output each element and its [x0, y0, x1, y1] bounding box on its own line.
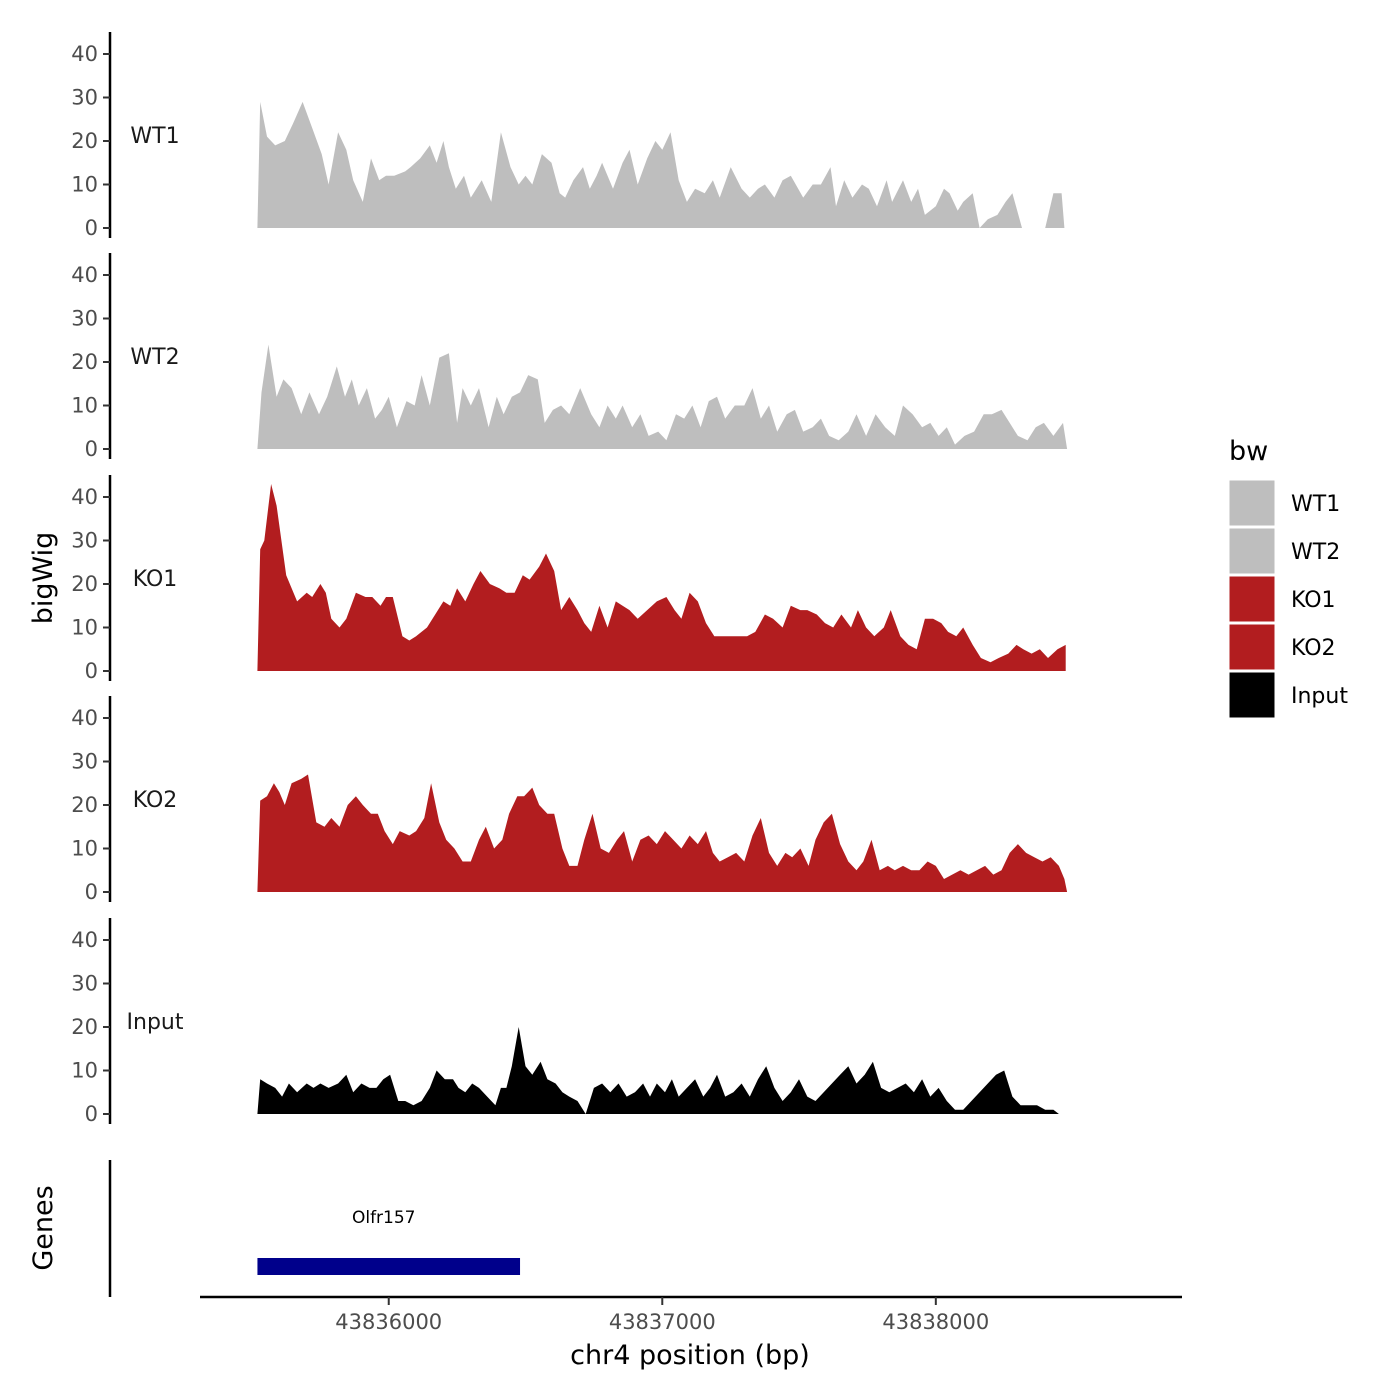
x-tick-label: 43837000: [609, 1310, 716, 1334]
area-Input: [257, 1027, 1065, 1114]
y-tick-label: 20: [71, 1015, 98, 1039]
track-KO2: 0 10 20 30 40 KO2: [71, 696, 1068, 904]
y-tick-label: 10: [71, 837, 98, 861]
y-tick-label: 10: [71, 173, 98, 197]
y-tick-label: 40: [71, 706, 98, 730]
area-WT1: [257, 101, 1065, 228]
y-tick-label: 30: [71, 86, 98, 110]
x-tick-label: 43836000: [335, 1310, 442, 1334]
track-label: WT2: [130, 345, 179, 370]
y-tick-label: 0: [85, 437, 98, 461]
track-label: KO1: [133, 567, 178, 592]
y-tick-label: 0: [85, 1102, 98, 1126]
y-tick-label: 30: [71, 307, 98, 331]
y-axis-title: bigWig: [28, 532, 59, 625]
y-tick-label: 0: [85, 659, 98, 683]
y-tick-label: 30: [71, 529, 98, 553]
track-panels: 0 10 20 30 40 WT1 0 10 20 30 40 WT2 0 10 20 30 40 KO1 0 10 2…: [71, 32, 1068, 1126]
track-KO1: 0 10 20 30 40 KO1: [71, 475, 1066, 683]
gene-track: Olfr157: [108, 1160, 521, 1297]
track-WT1: 0 10 20 30 40 WT1: [71, 32, 1065, 240]
x-axis: 43836000 43837000 43838000: [200, 1295, 1182, 1334]
y-tick-label: 30: [71, 972, 98, 996]
legend-label-WT1: WT1: [1291, 492, 1340, 517]
track-label: WT1: [130, 124, 179, 149]
track-WT2: 0 10 20 30 40 WT2: [71, 253, 1068, 461]
y-tick-label: 40: [71, 928, 98, 952]
y-tick-label: 0: [85, 880, 98, 904]
legend: bw WT1 WT2 KO1 KO2 Input: [1228, 436, 1348, 719]
track-label: Input: [127, 1010, 184, 1035]
y-tick-label: 20: [71, 572, 98, 596]
y-tick-label: 10: [71, 616, 98, 640]
legend-key-WT1: [1228, 479, 1276, 527]
y-tick-label: 10: [71, 394, 98, 418]
y-tick-label: 40: [71, 42, 98, 66]
y-tick-label: 30: [71, 750, 98, 774]
legend-label-KO2: KO2: [1291, 636, 1336, 661]
track-label: KO2: [133, 788, 178, 813]
y-tick-label: 40: [71, 485, 98, 509]
legend-key-KO2: [1228, 623, 1276, 671]
legend-key-WT2: [1228, 527, 1276, 575]
legend-key-Input: [1228, 671, 1276, 719]
gene-label: Olfr157: [352, 1208, 416, 1228]
gene-track-title: Genes: [28, 1185, 59, 1270]
legend-label-Input: Input: [1291, 684, 1348, 709]
x-tick-label: 43838000: [882, 1310, 989, 1334]
legend-label-KO1: KO1: [1291, 588, 1336, 613]
area-WT2: [257, 344, 1068, 449]
track-Input: 0 10 20 30 40 Input: [71, 918, 1065, 1126]
area-KO2: [257, 774, 1068, 892]
y-tick-label: 20: [71, 350, 98, 374]
legend-title: bw: [1229, 436, 1268, 467]
y-tick-label: 20: [71, 129, 98, 153]
y-tick-label: 0: [85, 216, 98, 240]
y-tick-label: 10: [71, 1059, 98, 1083]
legend-label-WT2: WT2: [1291, 540, 1340, 565]
area-KO1: [257, 484, 1066, 671]
gene-body: [257, 1258, 521, 1275]
y-tick-label: 40: [71, 263, 98, 287]
x-axis-title: chr4 position (bp): [570, 1340, 810, 1371]
legend-key-KO1: [1228, 575, 1276, 623]
y-tick-label: 20: [71, 793, 98, 817]
